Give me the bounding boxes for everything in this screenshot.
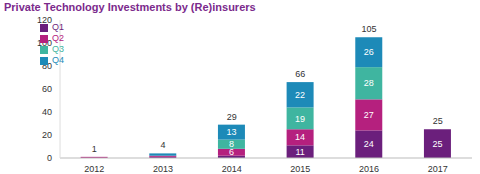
svg-text:25: 25 (433, 116, 443, 126)
svg-text:24: 24 (364, 139, 374, 149)
svg-text:22: 22 (295, 90, 305, 100)
svg-text:2012: 2012 (84, 164, 104, 174)
svg-text:4: 4 (161, 140, 166, 150)
svg-text:28: 28 (364, 78, 374, 88)
svg-text:20: 20 (42, 130, 52, 140)
svg-text:8: 8 (229, 139, 234, 149)
svg-text:11: 11 (295, 147, 304, 157)
svg-text:0: 0 (47, 153, 52, 163)
svg-text:14: 14 (295, 132, 305, 142)
html-text:Private Technology Investments: Private Technology Investments by (Re)in… (4, 1, 256, 13)
svg-text:100: 100 (37, 38, 52, 48)
svg-text:29: 29 (227, 112, 237, 122)
html-text:Q1: Q1 (52, 22, 64, 32)
svg-text:2013: 2013 (153, 164, 173, 174)
svg-text:105: 105 (361, 24, 376, 34)
svg-text:25: 25 (432, 139, 442, 149)
svg-text:2016: 2016 (359, 164, 379, 174)
svg-text:2015: 2015 (290, 164, 310, 174)
svg-text:120: 120 (37, 15, 52, 25)
svg-text:2014: 2014 (222, 164, 242, 174)
svg-text:26: 26 (364, 47, 374, 57)
svg-text:13: 13 (226, 127, 236, 137)
svg-text:27: 27 (364, 110, 374, 120)
svg-text:1: 1 (92, 144, 97, 154)
html-text:Q4: Q4 (52, 55, 64, 65)
html-text:Q3: Q3 (52, 44, 64, 54)
svg-text:19: 19 (295, 114, 305, 124)
html-text:Q2: Q2 (52, 33, 64, 43)
svg-text:66: 66 (295, 69, 305, 79)
svg-text:60: 60 (42, 84, 52, 94)
svg-text:80: 80 (42, 61, 52, 71)
svg-text:6: 6 (228, 147, 234, 158)
svg-text:40: 40 (42, 107, 52, 117)
svg-text:2017: 2017 (428, 164, 448, 174)
